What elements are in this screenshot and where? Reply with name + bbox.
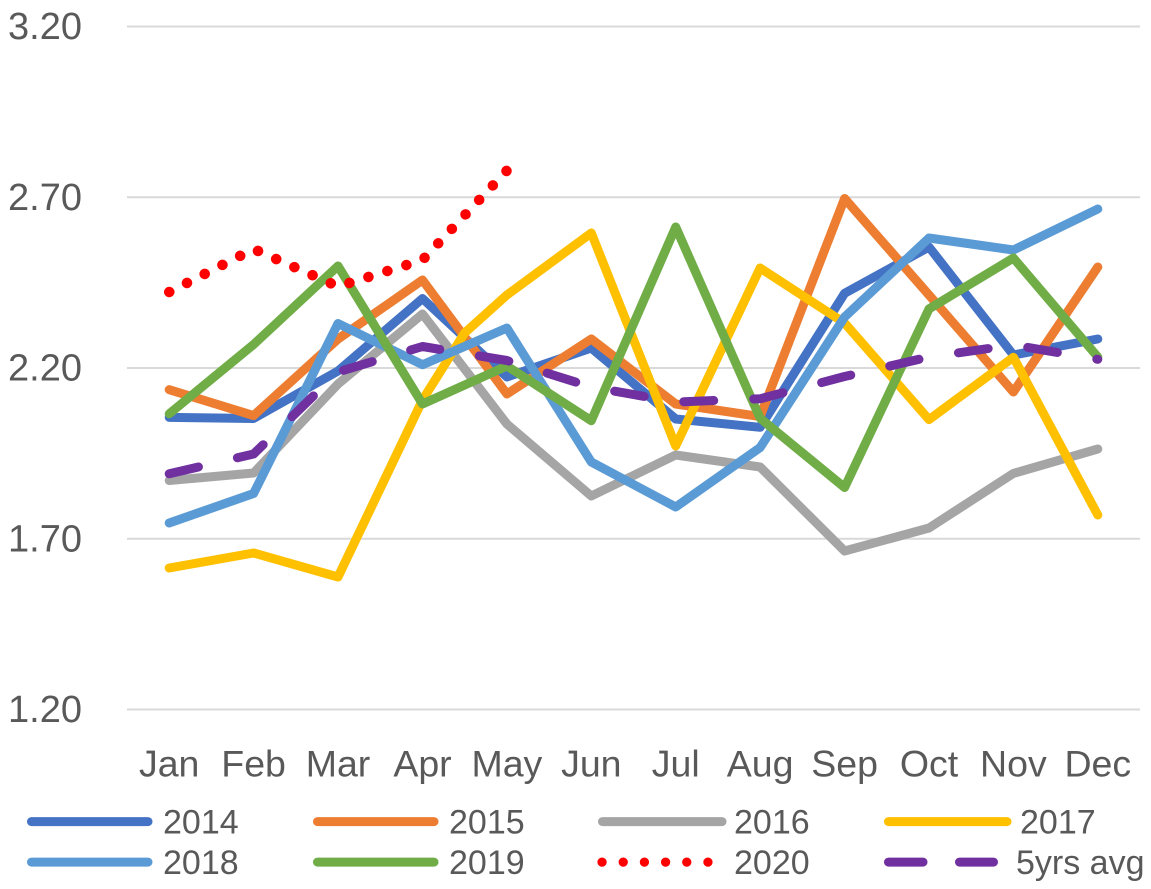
svg-text:Nov: Nov — [980, 743, 1047, 785]
svg-text:2014: 2014 — [163, 803, 239, 841]
svg-text:Sep: Sep — [811, 743, 878, 785]
svg-text:1.70: 1.70 — [8, 519, 82, 561]
svg-text:Dec: Dec — [1064, 743, 1131, 785]
svg-text:Oct: Oct — [900, 743, 959, 785]
svg-text:3.20: 3.20 — [8, 6, 82, 48]
svg-text:2.20: 2.20 — [8, 348, 82, 390]
svg-text:Mar: Mar — [306, 743, 371, 785]
svg-text:2020: 2020 — [734, 844, 810, 882]
svg-text:1.20: 1.20 — [8, 689, 82, 731]
svg-text:2016: 2016 — [734, 803, 810, 841]
svg-text:Apr: Apr — [393, 743, 451, 785]
svg-text:2015: 2015 — [449, 803, 525, 841]
svg-text:Jan: Jan — [139, 743, 199, 785]
svg-text:Jul: Jul — [652, 743, 700, 785]
svg-text:Feb: Feb — [221, 743, 286, 785]
svg-text:May: May — [471, 743, 542, 785]
svg-text:Aug: Aug — [727, 743, 794, 785]
svg-text:5yrs avg: 5yrs avg — [1016, 844, 1145, 882]
svg-text:Jun: Jun — [561, 743, 621, 785]
svg-text:2018: 2018 — [163, 844, 239, 882]
svg-text:2017: 2017 — [1020, 803, 1096, 841]
svg-text:2019: 2019 — [449, 844, 525, 882]
svg-text:2.70: 2.70 — [8, 177, 82, 219]
